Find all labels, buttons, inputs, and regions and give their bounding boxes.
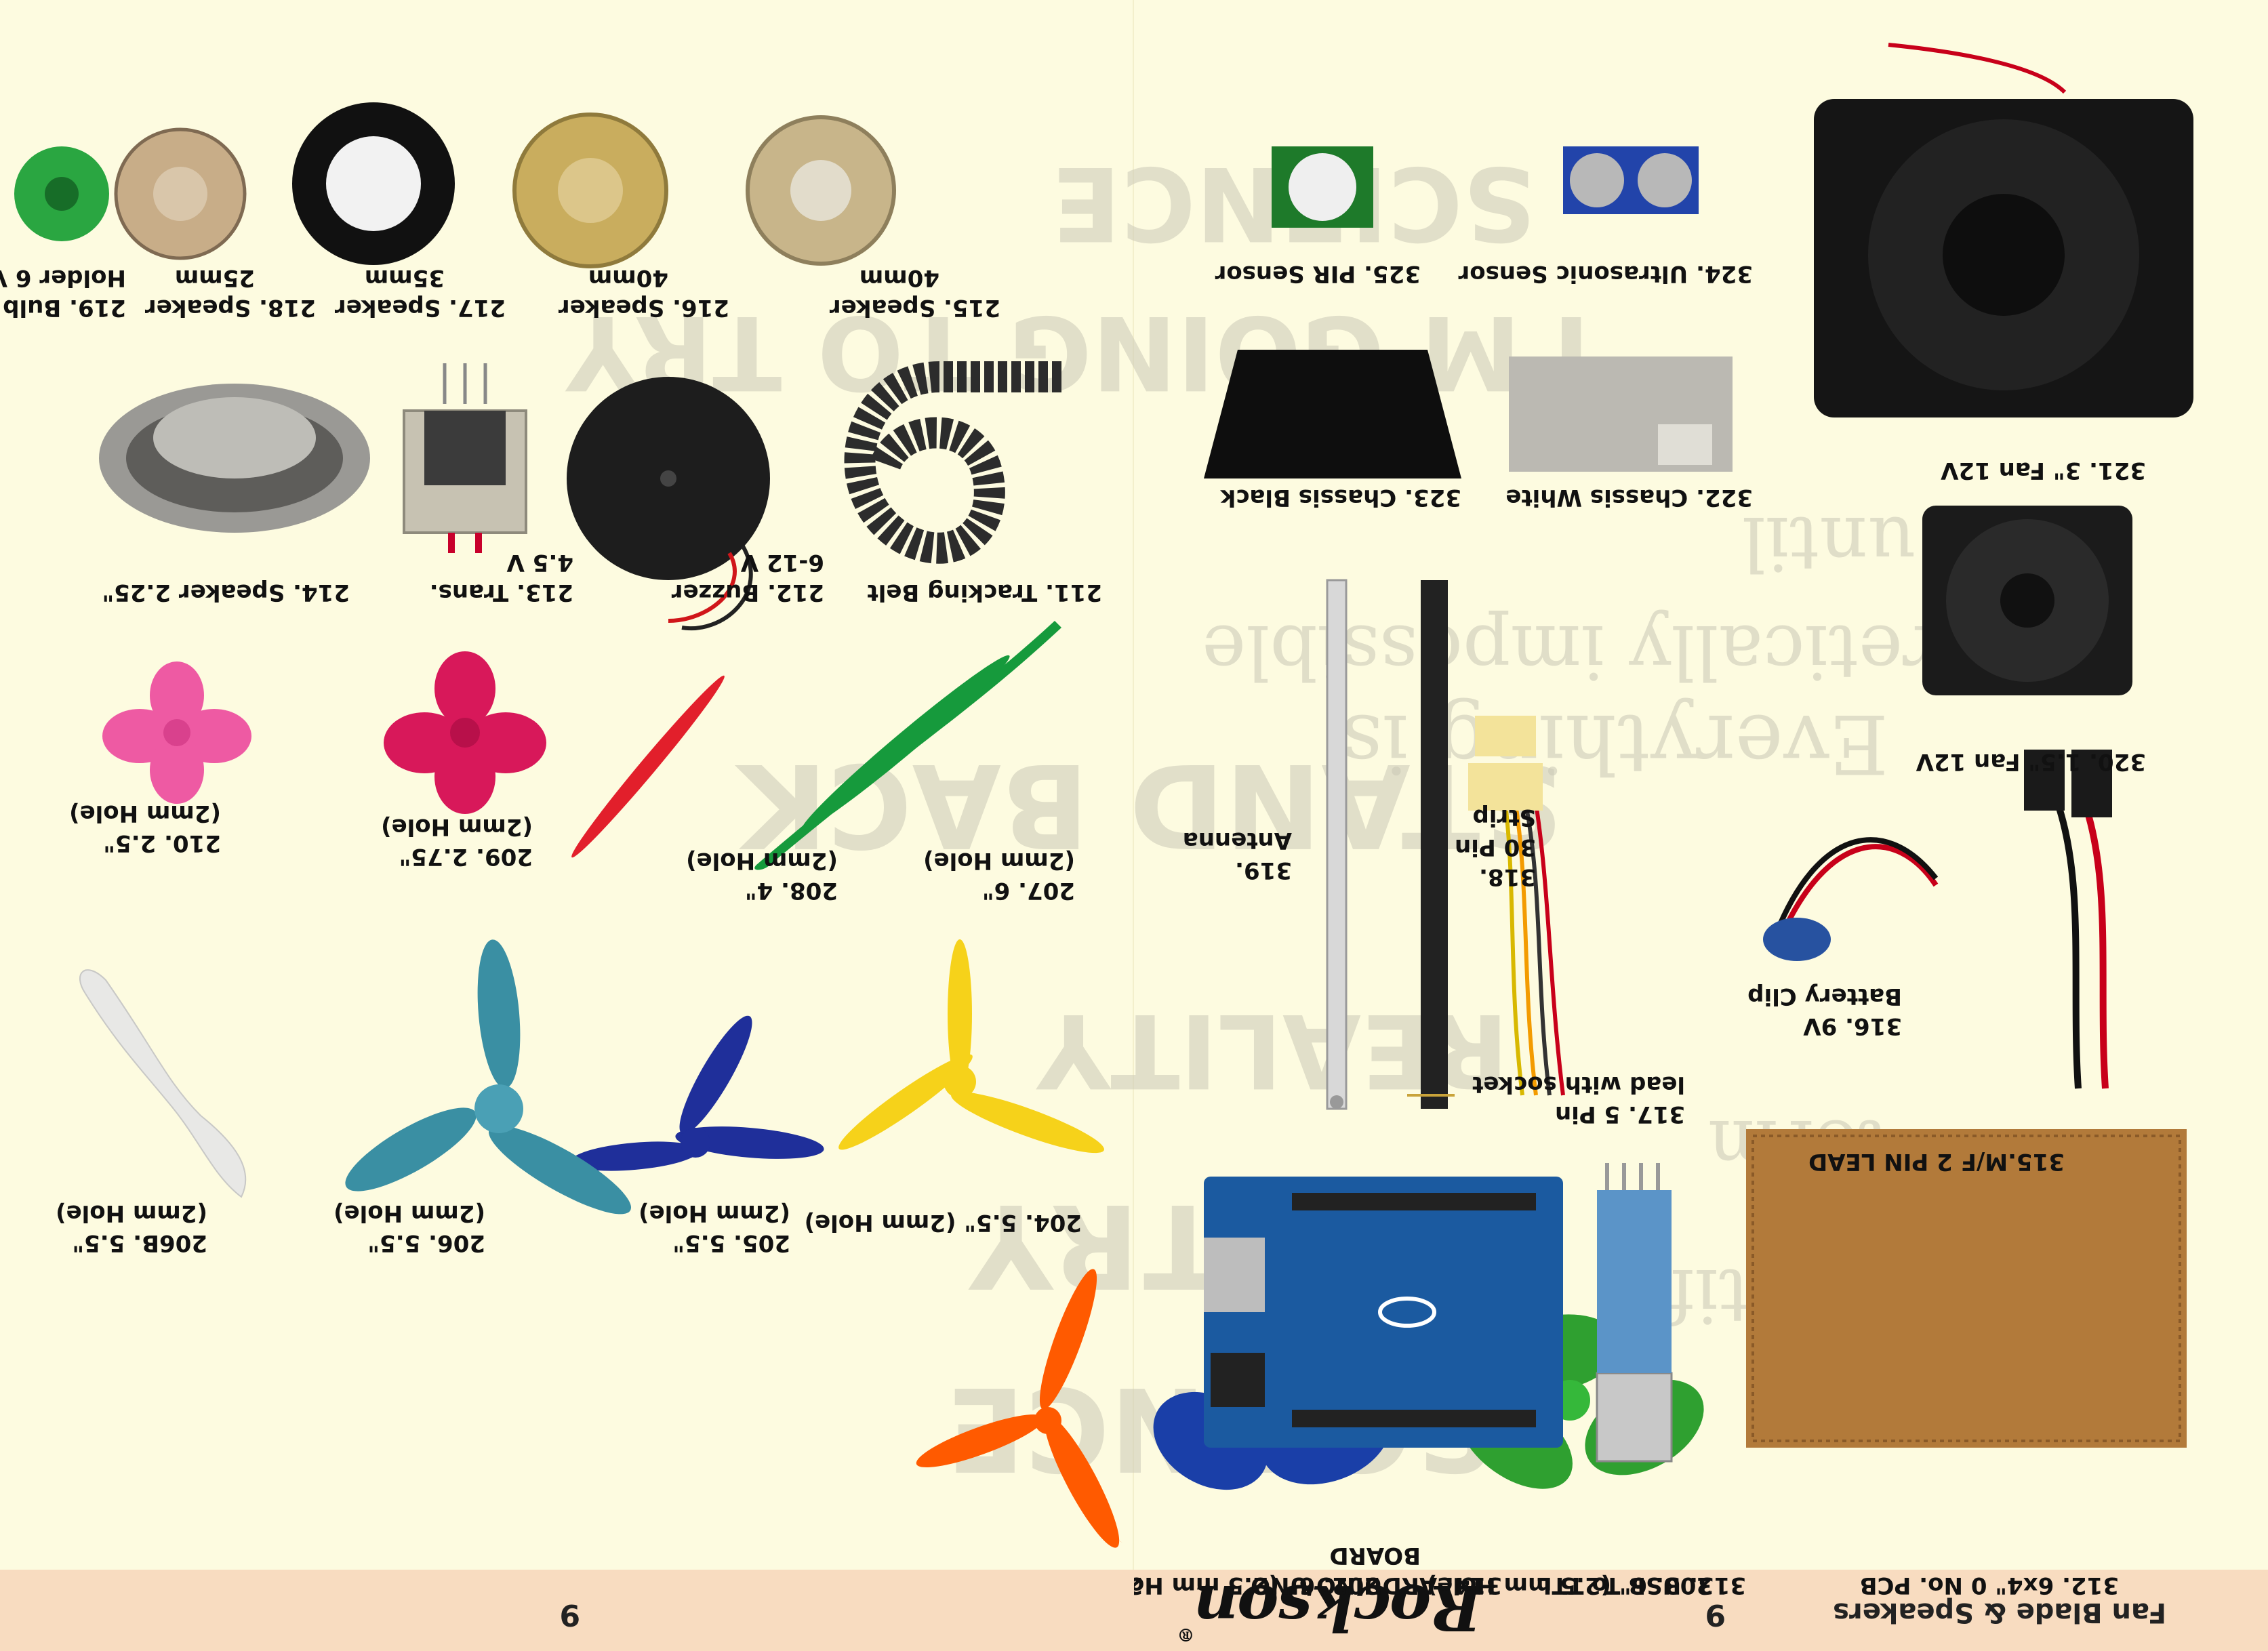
label-322: 322. Chassis White <box>1505 484 1753 511</box>
label-315: 315.M/F 2 PIN LEAD <box>1808 1148 2065 1175</box>
tracking-belt <box>844 361 1061 564</box>
label-318: 318. 30 Pin Strip <box>1455 804 1536 891</box>
transformer <box>403 363 527 553</box>
label-206b: 206B. 5.5" (2mm Hole) <box>56 1200 207 1257</box>
label-207: 207. 6" (2mm Hole) <box>923 847 1075 904</box>
label-208: 208. 4" (2mm Hole) <box>686 847 838 904</box>
speaker-35mm <box>292 102 455 265</box>
blade-red-4in <box>571 675 725 858</box>
propeller-pink-25in <box>102 661 251 804</box>
chassis-white <box>1509 356 1733 472</box>
page-number-2: 9 <box>559 1597 580 1632</box>
propeller-yellow-5in <box>838 939 1104 1154</box>
pcb-board <box>1746 1129 2187 1448</box>
label-213: 213. Trans. 4.5 V <box>429 549 573 606</box>
usb-to-ttl-module <box>1596 1163 1673 1463</box>
page-number: 9 <box>1705 1597 1726 1632</box>
label-319: 319. Antenna <box>1182 827 1292 884</box>
label-209: 209. 2.75" (2mm Hole) <box>381 813 533 870</box>
speaker-40mm-b <box>512 113 668 268</box>
label-216: 216. Speaker 40mm <box>558 264 729 321</box>
bulb-holder <box>14 146 109 241</box>
speaker-40mm-a <box>746 115 896 266</box>
section-title: Fan Blade & Speakers <box>1833 1597 2166 1628</box>
label-316: 316. 9V Battery Clip <box>1747 983 1902 1040</box>
label-314: 314. ARDUINO UNO BOARD <box>1251 1542 1502 1599</box>
blade-green-6in <box>754 621 1061 870</box>
ultrasonic-sensor <box>1563 146 1699 214</box>
antenna <box>1326 579 1348 1110</box>
propeller-orange-8in <box>916 1269 1122 1548</box>
arduino-uno-board <box>1204 1177 1563 1448</box>
battery-clip-9v <box>1763 837 1939 961</box>
propeller-navy-5in <box>570 1015 824 1171</box>
label-324: 324. Ultrasonic Sensor <box>1458 260 1753 287</box>
fan-15in <box>1922 506 2132 695</box>
speaker-25mm <box>114 127 247 260</box>
label-218: 218. Speaker 25mm <box>144 264 316 321</box>
chassis-black <box>1204 350 1461 478</box>
fan-3in <box>1814 43 2193 417</box>
pin-strip-30 <box>1407 580 1455 1109</box>
label-219: 219. Bulb Holder 6 V <box>0 264 126 321</box>
label-205: 205. 5.5" (2mm Hole) <box>639 1200 790 1257</box>
speaker-225in <box>99 384 370 533</box>
label-217: 217. Speaker 35mm <box>334 264 506 321</box>
label-211: 211. Tracking Belt <box>867 579 1102 606</box>
label-317: 317. 5 Pin lead with socket <box>1472 1071 1685 1128</box>
label-214: 214. Speaker 2.25" <box>102 579 350 606</box>
mf-2pin-lead <box>2024 750 2112 1089</box>
pir-sensor <box>1272 146 1373 228</box>
propeller-white-5in <box>79 969 247 1198</box>
label-312: 312. 6x4" 0 No. PCB <box>1859 1572 2119 1599</box>
label-325: 325. PIR Sensor <box>1215 260 1421 287</box>
label-323: 323. Chassis Black <box>1220 484 1461 511</box>
label-313: 313. USB To TTL <box>1537 1572 1746 1599</box>
watermark-until: until <box>1741 500 1916 587</box>
label-321: 321. 3" Fan 12V <box>1941 457 2146 484</box>
five-pin-lead <box>1468 716 1565 1096</box>
buzzer <box>567 377 770 631</box>
label-212: 212. Buzzer 6-12 V <box>671 549 824 606</box>
label-210: 210. 2.5" (2mm Hole) <box>69 800 221 857</box>
label-206: 206. 5.5" (2mm Hole) <box>333 1200 485 1257</box>
label-204: 204. 5.5" (2mm Hole) <box>804 1209 1082 1236</box>
label-215: 215. Speaker 40mm <box>829 264 1000 321</box>
propeller-magenta-275in <box>384 651 546 814</box>
propeller-teal-5in <box>345 939 631 1215</box>
label-320: 320. 1.5" Fan 12V <box>1916 748 2146 775</box>
